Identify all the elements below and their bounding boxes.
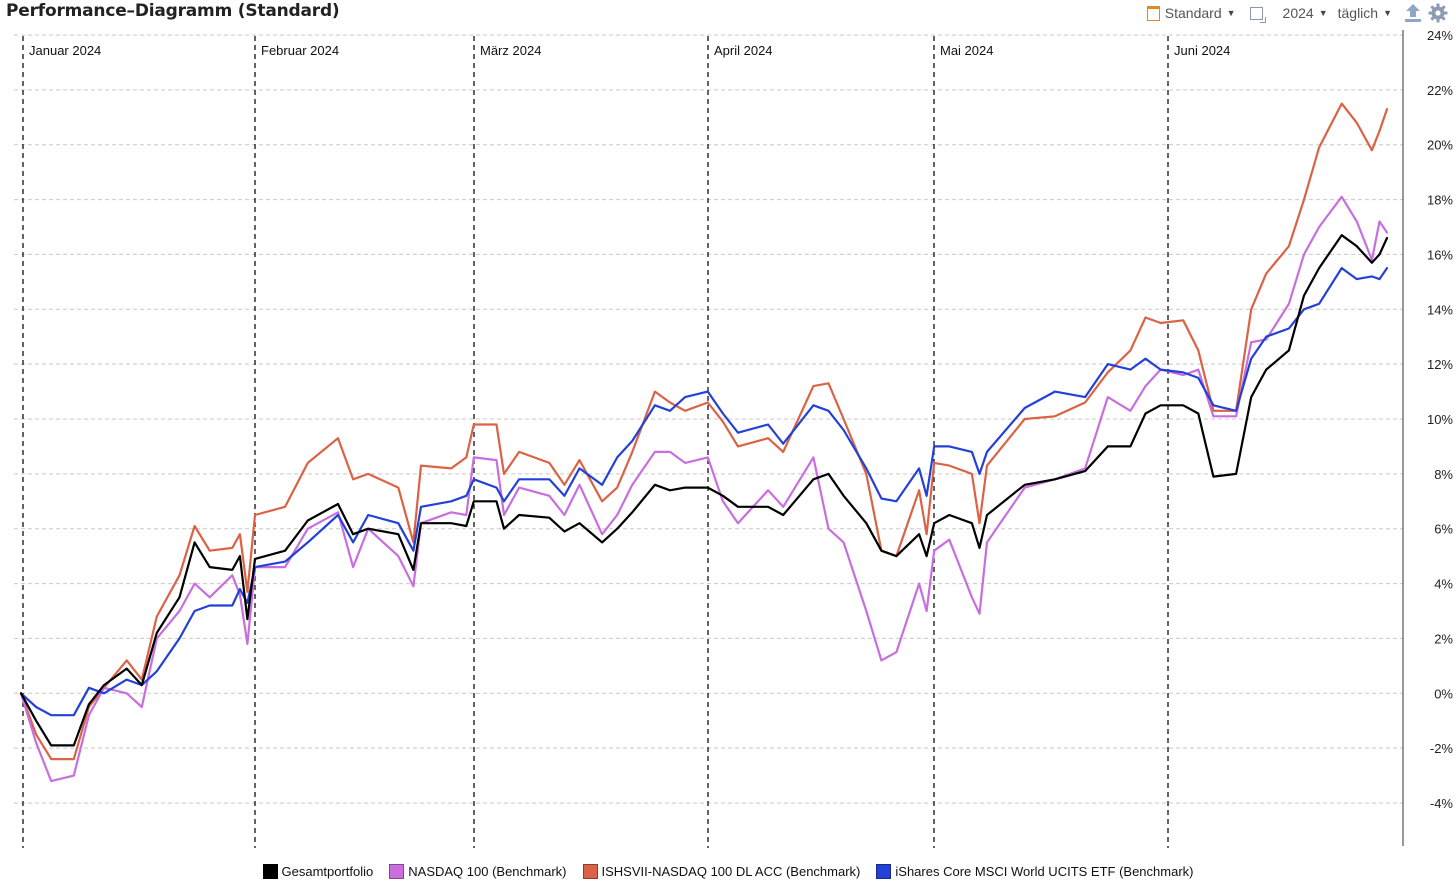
chart-toolbar: Standard ▼ 2024 ▼ täglich ▼ (1137, 2, 1448, 24)
y-axis: -4% -2% 0% 2% 4% 6% 8% 10% 12% 14% 16% 18% 20% 22% 24% (1402, 28, 1454, 846)
year-dropdown-label: 2024 (1282, 5, 1314, 21)
series-lines (19, 102, 1389, 783)
month-label: Februar 2024 (261, 43, 339, 58)
y-tick-label: 18% (1427, 193, 1453, 208)
view-dropdown-label: Standard (1164, 5, 1222, 21)
gear-icon[interactable] (1428, 3, 1448, 23)
expand-range-icon (1249, 6, 1266, 23)
month-label: Juni 2024 (1174, 43, 1230, 58)
y-tick-label: -2% (1430, 741, 1454, 756)
legend-swatch (262, 864, 278, 879)
y-tick-label: 4% (1434, 577, 1453, 592)
y-tick-label: 2% (1434, 631, 1453, 646)
legend-item[interactable]: Gesamtportfolio (262, 864, 374, 879)
legend-label: ISHSVII-NASDAQ 100 DL ACC (Benchmark) (601, 864, 861, 879)
chart-title: Performance–Diagramm (Standard) (6, 1, 340, 21)
month-label: März 2024 (480, 43, 541, 58)
y-tick-label: 10% (1427, 412, 1453, 427)
month-markers: Januar 2024 Februar 2024 März 2024 April 20… (22, 36, 1230, 848)
legend-label: Gesamtportfolio (281, 864, 374, 879)
y-tick-label: 20% (1427, 138, 1453, 153)
y-tick-label: -4% (1430, 796, 1454, 811)
legend-label: NASDAQ 100 (Benchmark) (408, 864, 567, 879)
y-tick-label: 8% (1434, 467, 1453, 482)
chevron-down-icon: ▼ (1383, 8, 1392, 18)
legend-swatch (582, 864, 598, 879)
series-line (19, 267, 1389, 717)
series-line (19, 102, 1389, 761)
calendar-icon (1146, 5, 1160, 21)
legend-item[interactable]: ISHSVII-NASDAQ 100 DL ACC (Benchmark) (582, 864, 861, 879)
series-line (19, 234, 1389, 747)
legend-item[interactable]: NASDAQ 100 (Benchmark) (389, 864, 567, 879)
chart-legend: Gesamtportfolio NASDAQ 100 (Benchmark) I… (0, 864, 1456, 879)
y-tick-label: 14% (1427, 302, 1453, 317)
month-label: April 2024 (714, 43, 773, 58)
interval-dropdown-label: täglich (1337, 5, 1379, 21)
y-tick-label: 0% (1434, 686, 1453, 701)
year-dropdown[interactable]: 2024 ▼ (1283, 5, 1328, 21)
performance-chart: Januar 2024 Februar 2024 März 2024 April 20… (14, 28, 1454, 848)
y-tick-label: 6% (1434, 522, 1453, 537)
chevron-down-icon: ▼ (1318, 8, 1328, 18)
legend-item[interactable]: iShares Core MSCI World UCITS ETF (Bench… (876, 864, 1194, 879)
interval-dropdown[interactable]: täglich ▼ (1338, 5, 1392, 21)
month-label: Januar 2024 (29, 43, 101, 58)
y-tick-label: 12% (1427, 357, 1453, 372)
legend-swatch (389, 864, 405, 879)
view-dropdown[interactable]: Standard ▼ (1146, 5, 1236, 21)
y-tick-label: 24% (1427, 28, 1453, 43)
month-label: Mai 2024 (940, 43, 993, 58)
y-tick-label: 22% (1427, 83, 1453, 98)
legend-swatch (876, 864, 892, 879)
upload-icon[interactable] (1404, 3, 1422, 23)
range-button[interactable] (1249, 6, 1269, 23)
legend-label: iShares Core MSCI World UCITS ETF (Bench… (895, 864, 1194, 879)
chevron-down-icon: ▼ (1226, 8, 1236, 18)
y-tick-label: 16% (1427, 247, 1453, 262)
